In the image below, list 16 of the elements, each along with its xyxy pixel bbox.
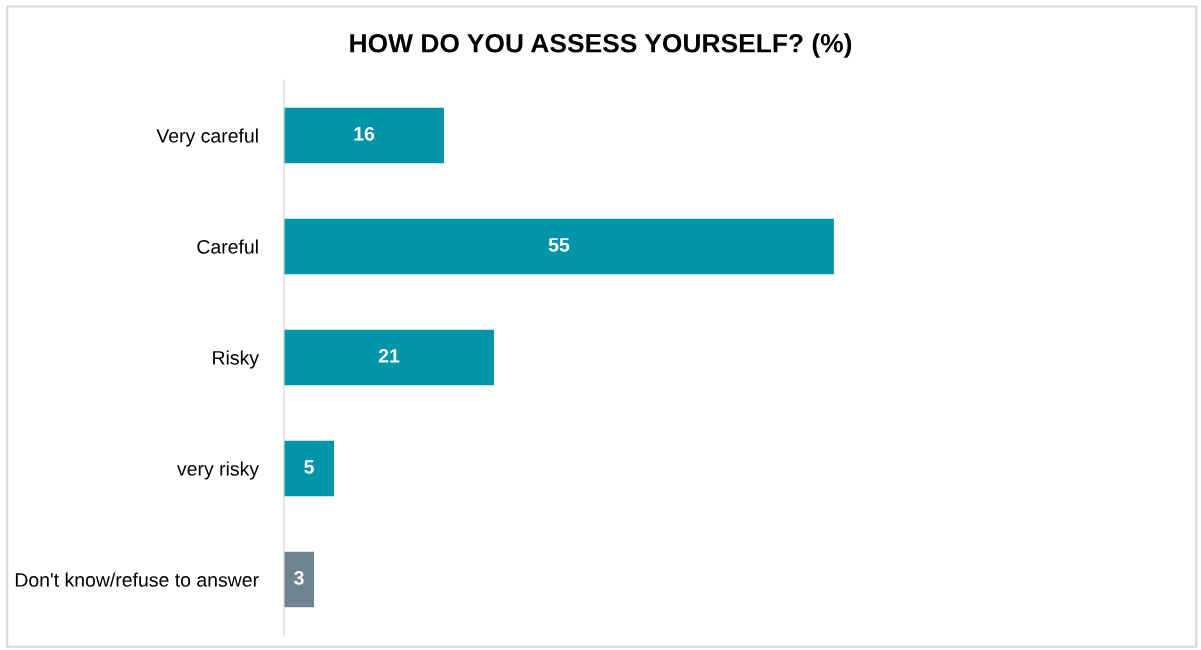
data-label: 3 xyxy=(294,570,304,585)
bar xyxy=(284,329,494,386)
data-label: 5 xyxy=(304,460,314,474)
chart-title: HOW DO YOU ASSESS YOURSELF? (%) xyxy=(350,33,852,58)
data-label: 55 xyxy=(548,238,570,252)
bar xyxy=(284,218,834,275)
bar xyxy=(284,107,444,164)
y-tick-label: Careful xyxy=(197,239,258,254)
y-tick-label: very risky xyxy=(177,461,259,480)
data-label: 16 xyxy=(354,126,375,141)
y-tick-label: Don't know/refuse to answer xyxy=(15,572,259,587)
data-label: 21 xyxy=(378,348,400,363)
bar xyxy=(284,440,335,497)
y-tick-label: Very careful xyxy=(156,128,258,147)
y-tick-label: Risky xyxy=(213,350,259,369)
bar xyxy=(284,551,315,608)
